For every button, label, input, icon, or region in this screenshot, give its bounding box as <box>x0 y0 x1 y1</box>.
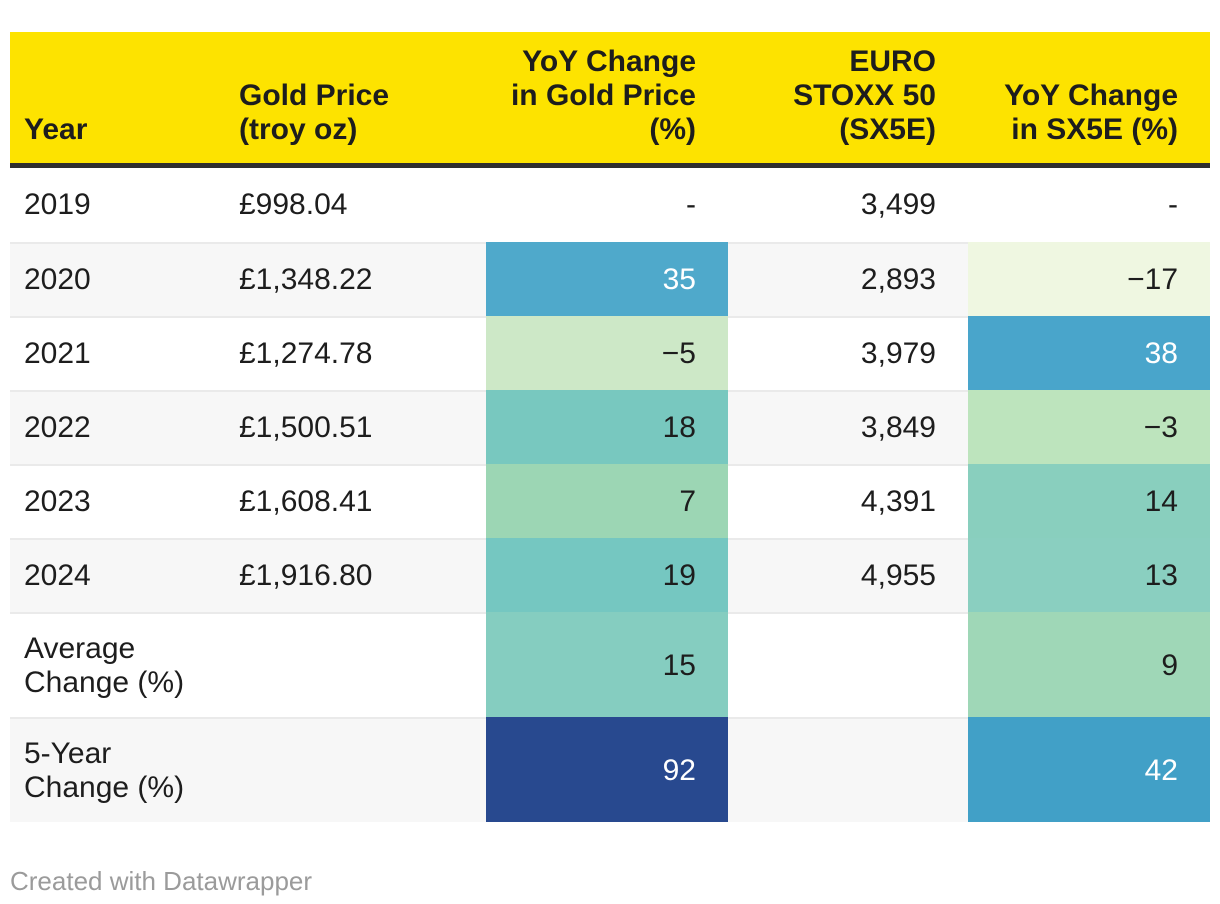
gold-yoy-heat-cell: 7 <box>486 464 728 538</box>
gold-price-cell: £1,608.41 <box>225 464 486 538</box>
datawrapper-table-container: Year Gold Price (troy oz) YoY Change in … <box>10 32 1210 822</box>
sx5e-yoy-heat-cell: 13 <box>968 538 1210 612</box>
year-cell: 2024 <box>10 538 225 612</box>
gold-price-cell: £1,916.80 <box>225 538 486 612</box>
header-sx5e-yoy: YoY Change in SX5E (%) <box>968 32 1210 168</box>
table-row-5-year-change: 5-Year Change (%) 92 42 <box>10 717 1210 822</box>
year-cell: 2021 <box>10 316 225 390</box>
sx5e-yoy-heat-cell: 42 <box>968 717 1210 822</box>
year-cell: 2019 <box>10 168 225 242</box>
sx5e-cell: 3,499 <box>728 168 968 242</box>
table-row-2022: 2022 £1,500.51 18 3,849 −3 <box>10 390 1210 464</box>
gold-yoy-heat-cell: 18 <box>486 390 728 464</box>
header-gold-price: Gold Price (troy oz) <box>225 32 486 168</box>
year-cell: 2022 <box>10 390 225 464</box>
gold-price-cell <box>225 717 486 822</box>
gold-yoy-heat-cell: 19 <box>486 538 728 612</box>
datawrapper-credit-link[interactable]: Created with Datawrapper <box>10 866 313 896</box>
table-row-average-change: Average Change (%) 15 9 <box>10 612 1210 717</box>
gold-yoy-cell: - <box>486 168 728 242</box>
gold-yoy-heat-cell: 15 <box>486 612 728 717</box>
sx5e-yoy-heat-cell: 14 <box>968 464 1210 538</box>
sx5e-yoy-heat-cell: −17 <box>968 242 1210 316</box>
table-row-2023: 2023 £1,608.41 7 4,391 14 <box>10 464 1210 538</box>
table-row-2021: 2021 £1,274.78 −5 3,979 38 <box>10 316 1210 390</box>
gold-yoy-heat-cell: 35 <box>486 242 728 316</box>
sx5e-yoy-cell: - <box>968 168 1210 242</box>
sx5e-cell <box>728 717 968 822</box>
table-body: 2019 £998.04 - 3,499 - 2020 £1,348.22 35… <box>10 168 1210 822</box>
gold-price-cell: £1,500.51 <box>225 390 486 464</box>
table-header: Year Gold Price (troy oz) YoY Change in … <box>10 32 1210 168</box>
gold-price-cell: £998.04 <box>225 168 486 242</box>
sx5e-yoy-heat-cell: −3 <box>968 390 1210 464</box>
sx5e-cell: 3,979 <box>728 316 968 390</box>
sx5e-cell: 4,391 <box>728 464 968 538</box>
sx5e-cell: 3,849 <box>728 390 968 464</box>
sx5e-cell: 4,955 <box>728 538 968 612</box>
data-table: Year Gold Price (troy oz) YoY Change in … <box>10 32 1210 822</box>
table-row-2024: 2024 £1,916.80 19 4,955 13 <box>10 538 1210 612</box>
header-year: Year <box>10 32 225 168</box>
year-cell: 2020 <box>10 242 225 316</box>
gold-price-cell <box>225 612 486 717</box>
header-row: Year Gold Price (troy oz) YoY Change in … <box>10 32 1210 168</box>
gold-price-cell: £1,274.78 <box>225 316 486 390</box>
sx5e-yoy-heat-cell: 38 <box>968 316 1210 390</box>
table-row-2020: 2020 £1,348.22 35 2,893 −17 <box>10 242 1210 316</box>
sx5e-yoy-heat-cell: 9 <box>968 612 1210 717</box>
sx5e-cell: 2,893 <box>728 242 968 316</box>
row-label-cell: 5-Year Change (%) <box>10 717 225 822</box>
header-sx5e: EURO STOXX 50 (SX5E) <box>728 32 968 168</box>
header-gold-yoy: YoY Change in Gold Price (%) <box>486 32 728 168</box>
sx5e-cell <box>728 612 968 717</box>
gold-price-cell: £1,348.22 <box>225 242 486 316</box>
year-cell: 2023 <box>10 464 225 538</box>
gold-yoy-heat-cell: 92 <box>486 717 728 822</box>
gold-yoy-heat-cell: −5 <box>486 316 728 390</box>
table-row-2019: 2019 £998.04 - 3,499 - <box>10 168 1210 242</box>
row-label-cell: Average Change (%) <box>10 612 225 717</box>
